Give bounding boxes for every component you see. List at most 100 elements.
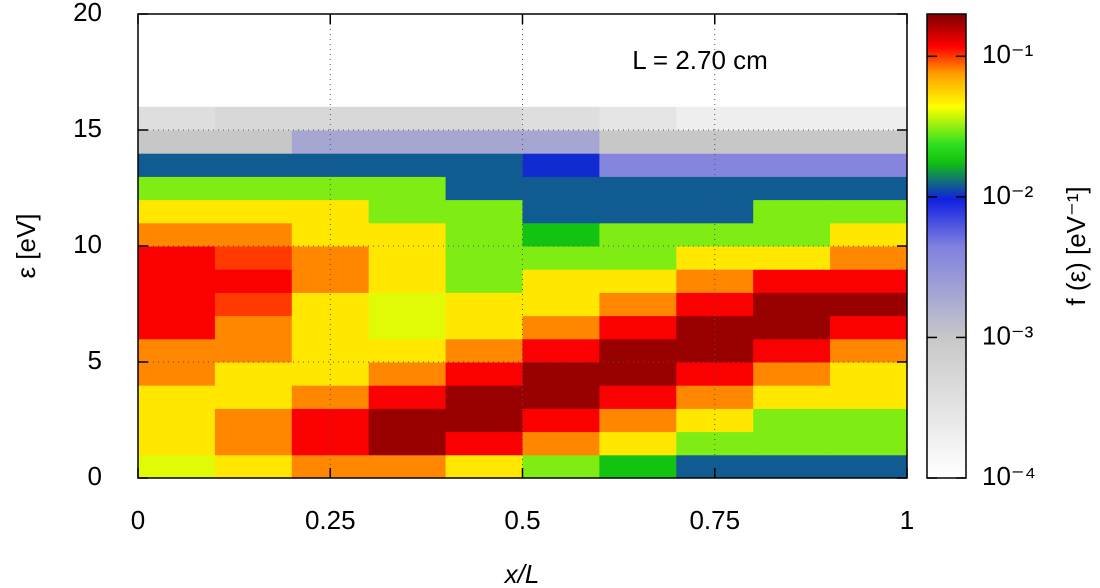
heatmap-cell — [445, 130, 523, 154]
heatmap-cell — [676, 199, 754, 224]
heatmap-cell — [753, 222, 831, 247]
heatmap-cell — [368, 385, 447, 409]
heatmap-cell — [214, 153, 293, 177]
heatmap-cell — [368, 269, 447, 293]
heatmap-cell — [753, 292, 831, 317]
heatmap-cell — [753, 362, 831, 386]
heatmap-cell — [522, 199, 600, 224]
heatmap-cell — [214, 246, 293, 270]
heatmap-cell — [676, 454, 754, 479]
x-tick-label: 0.5 — [504, 505, 540, 535]
heatmap-cell — [830, 153, 908, 177]
heatmap-cell — [445, 106, 523, 131]
heatmap-cell — [214, 408, 293, 433]
heatmap-cell — [522, 106, 600, 131]
heatmap-cell — [599, 222, 677, 247]
heatmap-cell — [599, 454, 677, 479]
heatmap-cell — [214, 130, 293, 154]
colorbar-tick-label: 10⁻⁴ — [982, 461, 1036, 491]
heatmap — [138, 106, 908, 479]
heatmap-cell — [522, 269, 600, 293]
heatmap-cell — [368, 106, 447, 131]
heatmap-cell — [138, 269, 216, 293]
heatmap-cell — [753, 315, 831, 340]
x-tick-label: 0.75 — [689, 505, 740, 535]
heatmap-cell — [599, 431, 677, 456]
heatmap-cell — [445, 153, 523, 177]
heatmap-cell — [676, 269, 754, 293]
heatmap-cell — [599, 408, 677, 433]
heatmap-cell — [522, 362, 600, 386]
heatmap-cell — [445, 269, 523, 293]
heatmap-cell — [753, 246, 831, 270]
heatmap-cell — [138, 408, 216, 433]
heatmap-cell — [522, 315, 600, 340]
heatmap-cell — [676, 408, 754, 433]
heatmap-cell — [138, 315, 216, 340]
heatmap-cell — [138, 176, 216, 201]
heatmap-cell — [522, 176, 600, 201]
heatmap-cell — [138, 199, 216, 224]
heatmap-cell — [368, 199, 447, 224]
heatmap-cell — [368, 153, 447, 177]
heatmap-cell — [599, 153, 677, 177]
heatmap-cell — [830, 338, 908, 363]
heatmap-cell — [830, 269, 908, 293]
heatmap-cell — [830, 362, 908, 386]
heatmap-cell — [291, 408, 370, 433]
heatmap-cell — [138, 106, 216, 131]
heatmap-cell — [676, 153, 754, 177]
heatmap-cell — [753, 130, 831, 154]
heatmap-cell — [830, 408, 908, 433]
heatmap-cell — [676, 385, 754, 409]
axes — [137, 13, 908, 479]
heatmap-cell — [368, 292, 447, 317]
heatmap-cell — [830, 315, 908, 340]
colorbar-tick-label: 10⁻¹ — [982, 39, 1034, 69]
heatmap-cell — [445, 362, 523, 386]
heatmap-cell — [214, 269, 293, 293]
heatmap-cell — [445, 454, 523, 479]
heatmap-cell — [138, 292, 216, 317]
heatmap-cell — [445, 176, 523, 201]
heatmap-cell — [753, 199, 831, 224]
heatmap-cell — [676, 106, 754, 131]
heatmap-cell — [214, 431, 293, 456]
heatmap-cell — [522, 153, 600, 177]
heatmap-cell — [214, 362, 293, 386]
heatmap-cell — [599, 199, 677, 224]
heatmap-cell — [368, 454, 447, 479]
y-tick-label: 0 — [88, 461, 102, 491]
heatmap-cell — [368, 176, 447, 201]
heatmap-cell — [138, 454, 216, 479]
heatmap-cell — [445, 222, 523, 247]
heatmap-cell — [676, 338, 754, 363]
heatmap-cell — [291, 176, 370, 201]
heatmap-cell — [368, 315, 447, 340]
heatmap-cell — [368, 130, 447, 154]
heatmap-cell — [291, 153, 370, 177]
heatmap-cell — [214, 338, 293, 363]
heatmap-cell — [214, 454, 293, 479]
heatmap-cell — [214, 292, 293, 317]
heatmap-cell — [445, 385, 523, 409]
heatmap-cell — [599, 385, 677, 409]
heatmap-cell — [830, 246, 908, 270]
heatmap-cell — [522, 292, 600, 317]
colorbar — [926, 13, 967, 479]
heatmap-cell — [214, 315, 293, 340]
annotation: L = 2.70 cm — [632, 45, 768, 75]
heatmap-cell — [291, 269, 370, 293]
heatmap-cell — [522, 338, 600, 363]
heatmap-cell — [138, 362, 216, 386]
heatmap-cell — [599, 130, 677, 154]
heatmap-cell — [830, 292, 908, 317]
colorbar-label: f (ε) [eV⁻¹] — [1061, 186, 1091, 305]
heatmap-cell — [830, 176, 908, 201]
heatmap-cell — [368, 338, 447, 363]
heatmap-cell — [522, 246, 600, 270]
heatmap-cell — [830, 222, 908, 247]
heatmap-cell — [138, 385, 216, 409]
heatmap-cell — [522, 408, 600, 433]
